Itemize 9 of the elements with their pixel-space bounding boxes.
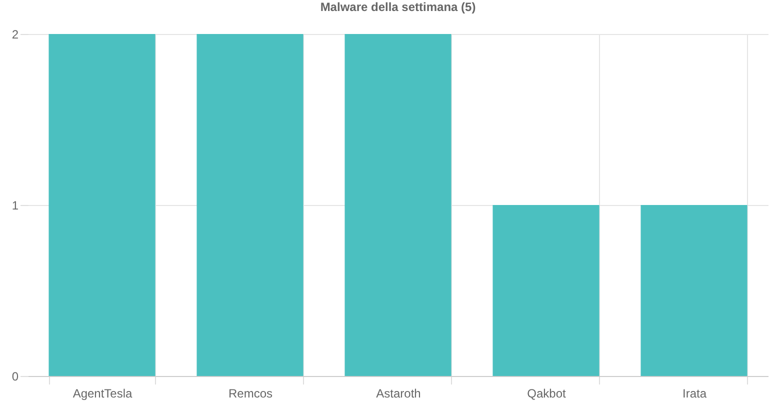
y-tick-label: 0 (12, 370, 19, 384)
x-tick-label: AgentTesla (72, 386, 133, 400)
x-tick-label: Astaroth (376, 386, 421, 400)
y-tick-label: 1 (12, 198, 19, 212)
x-tick-label: Irata (682, 386, 707, 400)
x-tick-label: Remcos (228, 386, 273, 400)
y-tick-label: 2 (12, 28, 19, 42)
chart-title: Malware della settimana (5) (320, 0, 476, 14)
x-tick-label: Qakbot (527, 386, 567, 400)
